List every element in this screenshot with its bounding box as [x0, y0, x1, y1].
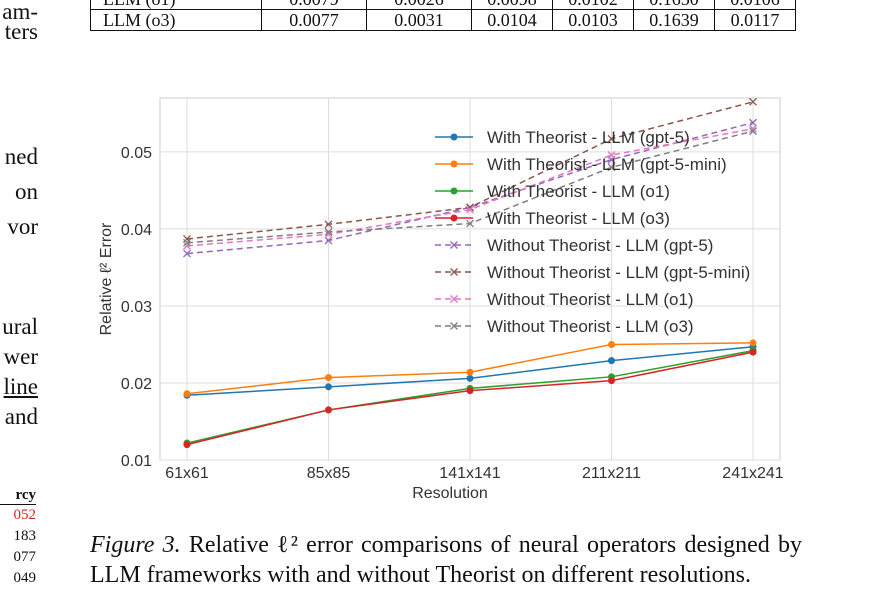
- legend-label: With Theorist - LLM (o1): [487, 182, 670, 201]
- x-tick-label: 61x61: [165, 465, 209, 482]
- y-tick-label: 0.05: [121, 145, 152, 162]
- caption-text: Relative ℓ² error comparisons of neural …: [90, 532, 802, 588]
- table-cell: 0.0103: [552, 9, 634, 31]
- legend-label: With Theorist - LLM (gpt-5-mini): [487, 155, 727, 174]
- figure-3-chart: 0.01 0.02 0.03 0.04 0.05 61x61 85x85 141x141 211…: [90, 90, 790, 510]
- figure-label: Figure 3.: [90, 532, 181, 558]
- legend-label: Without Theorist - LLM (o1): [487, 290, 694, 309]
- legend-label: With Theorist - LLM (gpt-5): [487, 128, 690, 147]
- data-point: [749, 339, 757, 347]
- data-point: [607, 163, 616, 172]
- left-text-fragment: and: [4, 404, 38, 429]
- y-axis-label: Relative ℓ² Error: [98, 222, 115, 335]
- data-point: [749, 124, 757, 133]
- table-row-label: LLM (o3): [90, 9, 262, 31]
- legend-marker: [450, 295, 458, 303]
- table-cell: 0.0104: [471, 9, 553, 31]
- legend-marker: [450, 160, 458, 168]
- table-cell: 0.0102: [552, 0, 634, 10]
- table-cell: 0.0031: [366, 9, 472, 31]
- legend-marker: [450, 133, 458, 141]
- data-point: [325, 374, 332, 382]
- legend-marker: [450, 322, 458, 330]
- series-line: [186, 121, 754, 255]
- legend-marker: [450, 241, 458, 249]
- x-tick-label: 241x241: [722, 465, 783, 482]
- left-table-cell: 183: [13, 528, 37, 544]
- data-point: [608, 377, 615, 385]
- data-point: [607, 151, 616, 159]
- table-cell: 0.0077: [261, 9, 367, 31]
- data-point: [466, 219, 474, 228]
- table-row: LLM (o1)0.00790.00260.00980.01020.16500.…: [90, 0, 796, 10]
- left-table-cell: 077: [13, 549, 37, 565]
- left-table-header: rcy: [0, 486, 36, 505]
- data-point: [325, 383, 332, 391]
- left-text-fragment: ural: [2, 314, 38, 339]
- legend-label: Without Theorist - LLM (gpt-5): [487, 236, 713, 255]
- data-point: [466, 374, 474, 382]
- left-text-fragment: line: [3, 374, 39, 399]
- data-point: [466, 205, 474, 214]
- results-table: LLM (o1)0.00790.00260.00980.01020.16500.…: [90, 0, 796, 31]
- left-text-fragment: ned: [4, 144, 38, 169]
- left-text-fragment: am-: [2, 0, 38, 24]
- x-tick-label: 211x211: [582, 465, 641, 482]
- legend-label: With Theorist - LLM (o3): [487, 209, 670, 228]
- data-point: [325, 406, 332, 414]
- data-point: [749, 348, 757, 356]
- left-text-fragment: ters: [4, 19, 38, 44]
- table-cell: 0.1639: [633, 9, 715, 31]
- data-point: [608, 357, 615, 365]
- data-point: [749, 118, 757, 127]
- data-point: [324, 220, 333, 229]
- x-tick-label: 85x85: [307, 465, 351, 482]
- data-point: [607, 134, 616, 143]
- figure-caption: Figure 3. Relative ℓ² error comparisons …: [90, 530, 802, 590]
- table-cell: 0.0098: [471, 0, 553, 10]
- left-text-fragment: vor: [7, 214, 38, 239]
- y-tick-label: 0.02: [121, 376, 152, 393]
- legend-label: Without Theorist - LLM (gpt-5-mini): [487, 263, 750, 282]
- data-point: [324, 236, 333, 245]
- table-cell: 0.1650: [633, 0, 715, 10]
- y-tick-label: 0.01: [121, 453, 152, 470]
- data-point: [183, 249, 191, 258]
- left-table-cell: 049: [13, 570, 37, 586]
- table-cell: 0.0106: [714, 0, 796, 10]
- table-row-label: LLM (o1): [90, 0, 262, 10]
- legend-marker: [450, 268, 458, 276]
- table-cell: 0.0117: [714, 9, 796, 31]
- table-row: LLM (o3) 0.0077 0.0031 0.0104 0.0103 0.1639 0.…: [90, 9, 796, 31]
- data-point: [183, 441, 191, 449]
- legend-marker: [450, 214, 458, 222]
- left-text-fragment: wer: [3, 344, 38, 369]
- line-chart: 0.01 0.02 0.03 0.04 0.05 61x61 85x85 141x141 211…: [98, 97, 784, 502]
- y-tick-label: 0.04: [121, 222, 152, 239]
- x-tick-label: 141x141: [439, 465, 500, 482]
- table-cell: 0.0079: [261, 0, 367, 10]
- data-point: [466, 368, 474, 376]
- data-point: [749, 97, 757, 106]
- left-table-fragment: rcy 052 183 077 049: [0, 486, 36, 589]
- legend-marker: [450, 187, 458, 195]
- data-point: [183, 390, 191, 398]
- data-point: [183, 241, 191, 250]
- data-point: [183, 238, 191, 247]
- left-table-cell: 052: [13, 507, 37, 523]
- data-point: [324, 228, 333, 236]
- table-cell: 0.0026: [366, 0, 472, 10]
- y-tick-label: 0.03: [121, 299, 152, 316]
- legend-label: Without Theorist - LLM (o3): [487, 317, 694, 336]
- left-text-fragment: on: [15, 179, 38, 204]
- data-point: [749, 127, 757, 136]
- x-axis-label: Resolution: [412, 485, 488, 502]
- data-point: [608, 340, 615, 348]
- data-point: [466, 387, 474, 395]
